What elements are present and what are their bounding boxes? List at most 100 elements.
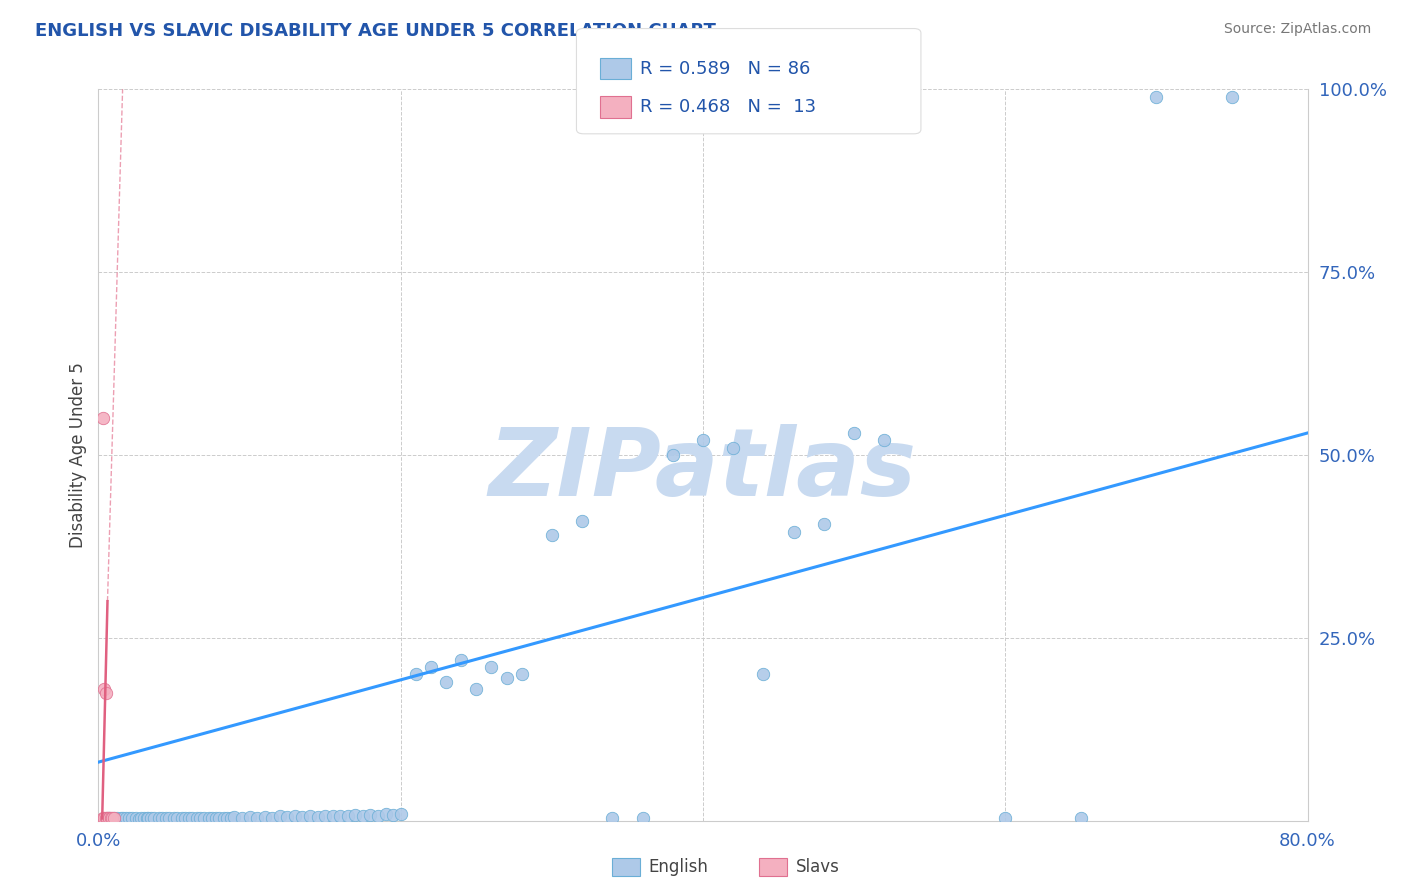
Point [692, 434, 714, 448]
Point [291, 810, 314, 824]
Point [322, 809, 344, 823]
Point [276, 810, 298, 824]
Point [91, 812, 114, 826]
Point [405, 667, 427, 681]
Point [201, 812, 224, 826]
Point [246, 811, 269, 825]
Point [98, 812, 121, 826]
Point [336, 809, 359, 823]
Point [221, 812, 243, 826]
Point [481, 660, 503, 674]
Point [231, 811, 253, 825]
Text: R = 0.468   N =  13: R = 0.468 N = 13 [640, 98, 815, 116]
Point [100, 812, 122, 826]
Point [93, 681, 115, 696]
Point [844, 425, 866, 440]
Text: R = 0.589   N = 86: R = 0.589 N = 86 [640, 60, 810, 78]
Point [193, 812, 215, 826]
Point [181, 811, 204, 825]
Point [813, 517, 835, 532]
Point [159, 811, 181, 825]
Point [752, 667, 775, 681]
Point [98, 812, 121, 826]
Point [94, 686, 117, 700]
Point [253, 810, 276, 824]
Point [98, 812, 121, 826]
Point [367, 808, 389, 822]
Point [352, 808, 374, 822]
Point [103, 811, 125, 825]
Point [465, 681, 488, 696]
Point [661, 448, 683, 462]
Point [197, 811, 219, 825]
Point [107, 812, 129, 826]
Text: ZIPatlas: ZIPatlas [489, 424, 917, 516]
Point [1220, 89, 1243, 103]
Point [495, 671, 517, 685]
Point [93, 812, 115, 826]
Point [434, 674, 457, 689]
Point [94, 812, 117, 826]
Point [166, 811, 188, 825]
Point [179, 812, 201, 826]
Point [571, 514, 593, 528]
Point [110, 812, 132, 826]
Point [103, 812, 125, 826]
Point [100, 812, 122, 826]
Point [450, 653, 472, 667]
Point [239, 810, 262, 824]
Point [188, 811, 211, 825]
Point [170, 812, 193, 826]
Point [118, 812, 141, 826]
Point [389, 807, 412, 822]
Text: English: English [648, 858, 709, 876]
Point [91, 411, 114, 425]
Point [163, 812, 186, 826]
Point [1144, 89, 1167, 103]
Point [360, 807, 382, 822]
Point [374, 807, 396, 822]
Point [510, 667, 533, 681]
Point [205, 811, 228, 825]
Point [208, 811, 231, 825]
Text: Slavs: Slavs [796, 858, 839, 876]
Point [224, 810, 246, 824]
Point [128, 812, 150, 826]
Point [344, 807, 367, 822]
Point [631, 812, 654, 826]
Point [96, 812, 118, 826]
Point [299, 808, 322, 822]
Point [94, 812, 117, 826]
Point [723, 441, 745, 455]
Point [1070, 812, 1092, 826]
Y-axis label: Disability Age Under 5: Disability Age Under 5 [69, 362, 87, 548]
Point [602, 812, 624, 826]
Point [994, 812, 1017, 826]
Point [129, 811, 152, 825]
Point [783, 524, 806, 539]
Point [215, 811, 238, 825]
Point [173, 811, 195, 825]
Point [284, 809, 307, 823]
Point [314, 808, 336, 822]
Point [382, 807, 405, 822]
Point [148, 812, 170, 826]
Point [155, 812, 177, 826]
Point [125, 812, 148, 826]
Point [135, 811, 157, 825]
Point [96, 812, 118, 826]
Point [136, 812, 159, 826]
Point [262, 811, 284, 825]
Point [132, 812, 155, 826]
Text: Source: ZipAtlas.com: Source: ZipAtlas.com [1223, 22, 1371, 37]
Point [420, 660, 443, 674]
Point [105, 812, 128, 826]
Point [186, 812, 208, 826]
Point [540, 528, 562, 542]
Point [111, 811, 134, 825]
Point [143, 811, 166, 825]
Point [121, 811, 143, 825]
Point [114, 812, 136, 826]
Text: ENGLISH VS SLAVIC DISABILITY AGE UNDER 5 CORRELATION CHART: ENGLISH VS SLAVIC DISABILITY AGE UNDER 5… [35, 22, 716, 40]
Point [329, 808, 352, 822]
